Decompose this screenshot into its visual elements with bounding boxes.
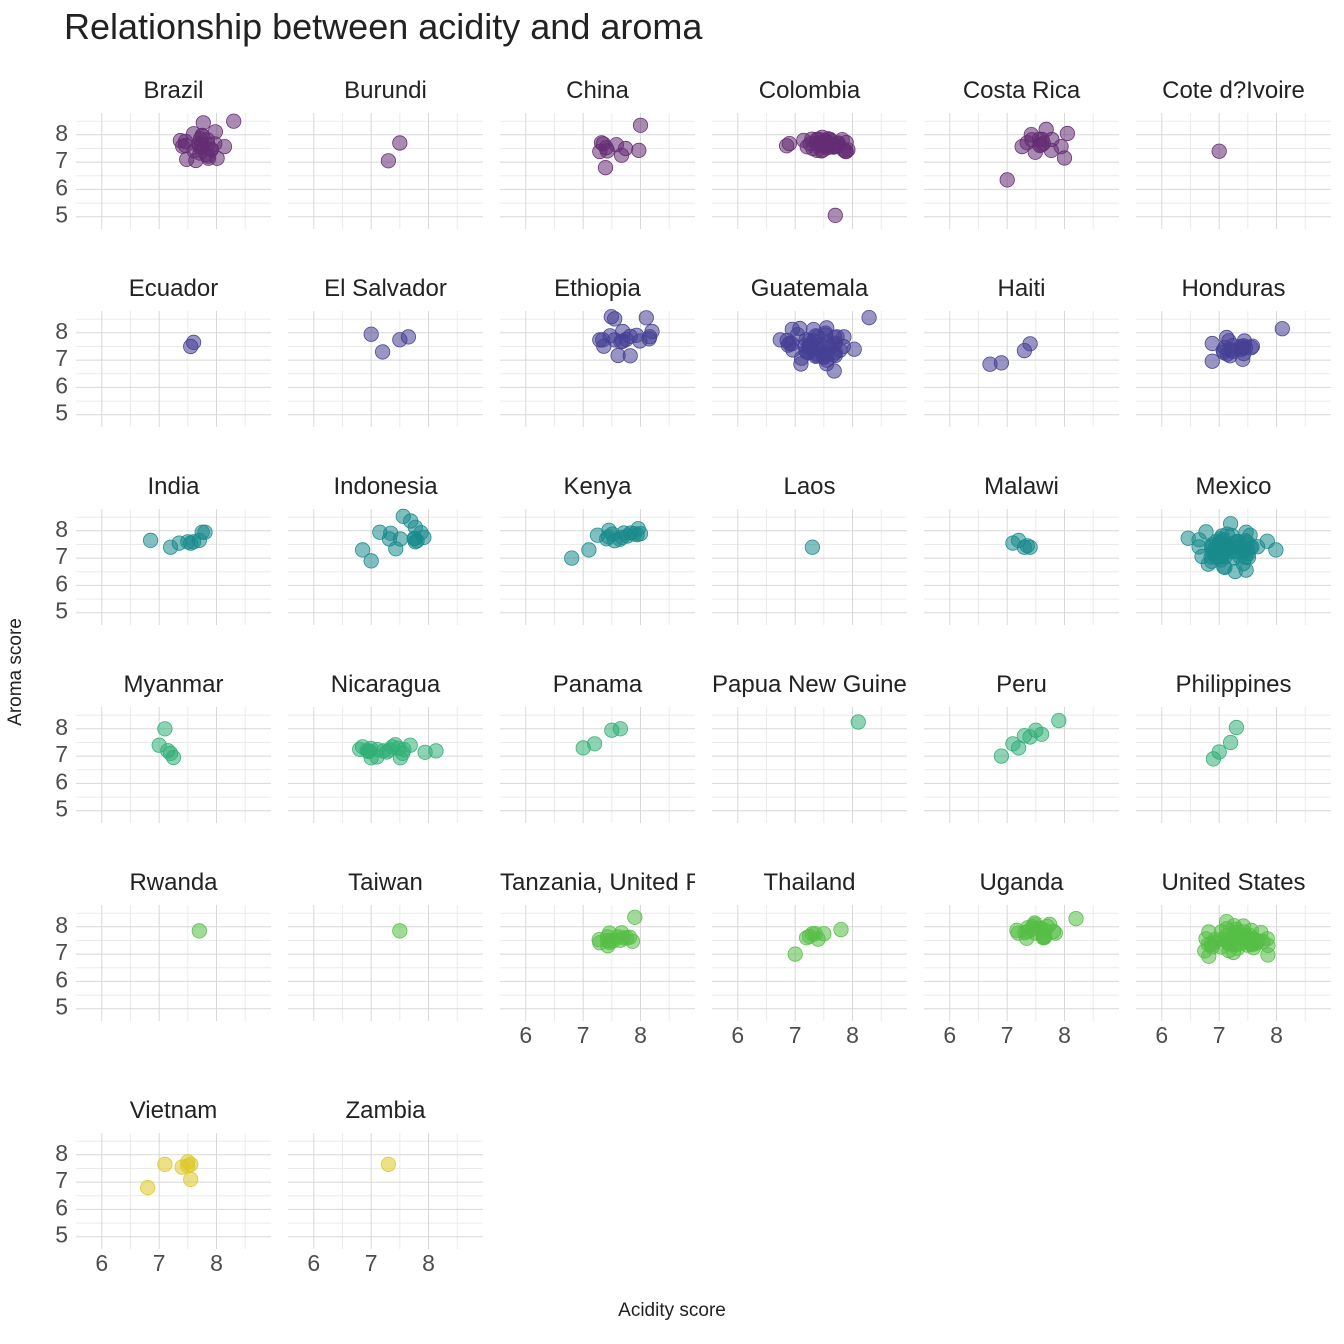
svg-text:7: 7 <box>153 1250 166 1276</box>
svg-text:6: 6 <box>519 1022 532 1048</box>
svg-text:8: 8 <box>55 318 68 344</box>
svg-text:5: 5 <box>55 598 68 624</box>
svg-text:7: 7 <box>365 1250 378 1276</box>
svg-text:8: 8 <box>55 120 68 146</box>
svg-text:8: 8 <box>1270 1022 1283 1048</box>
svg-text:7: 7 <box>55 543 68 569</box>
svg-text:5: 5 <box>55 1222 68 1248</box>
svg-text:7: 7 <box>55 939 68 965</box>
svg-text:8: 8 <box>846 1022 859 1048</box>
svg-text:8: 8 <box>55 912 68 938</box>
svg-text:8: 8 <box>210 1250 223 1276</box>
svg-text:6: 6 <box>307 1250 320 1276</box>
svg-text:6: 6 <box>55 372 68 398</box>
svg-text:7: 7 <box>789 1022 802 1048</box>
svg-text:5: 5 <box>55 994 68 1020</box>
svg-text:6: 6 <box>55 966 68 992</box>
svg-text:8: 8 <box>1058 1022 1071 1048</box>
svg-text:6: 6 <box>55 1194 68 1220</box>
svg-text:7: 7 <box>1213 1022 1226 1048</box>
svg-text:7: 7 <box>1001 1022 1014 1048</box>
svg-text:7: 7 <box>55 345 68 371</box>
svg-text:6: 6 <box>943 1022 956 1048</box>
svg-text:7: 7 <box>55 1167 68 1193</box>
svg-text:8: 8 <box>55 1140 68 1166</box>
svg-text:6: 6 <box>731 1022 744 1048</box>
svg-text:5: 5 <box>55 796 68 822</box>
svg-text:6: 6 <box>1155 1022 1168 1048</box>
svg-text:8: 8 <box>422 1250 435 1276</box>
svg-text:6: 6 <box>55 174 68 200</box>
svg-text:8: 8 <box>634 1022 647 1048</box>
svg-text:5: 5 <box>55 202 68 228</box>
svg-text:5: 5 <box>55 400 68 426</box>
svg-text:8: 8 <box>55 516 68 542</box>
svg-text:7: 7 <box>55 147 68 173</box>
svg-text:7: 7 <box>577 1022 590 1048</box>
svg-text:7: 7 <box>55 741 68 767</box>
svg-text:8: 8 <box>55 714 68 740</box>
svg-text:6: 6 <box>55 768 68 794</box>
svg-text:6: 6 <box>95 1250 108 1276</box>
svg-text:6: 6 <box>55 570 68 596</box>
